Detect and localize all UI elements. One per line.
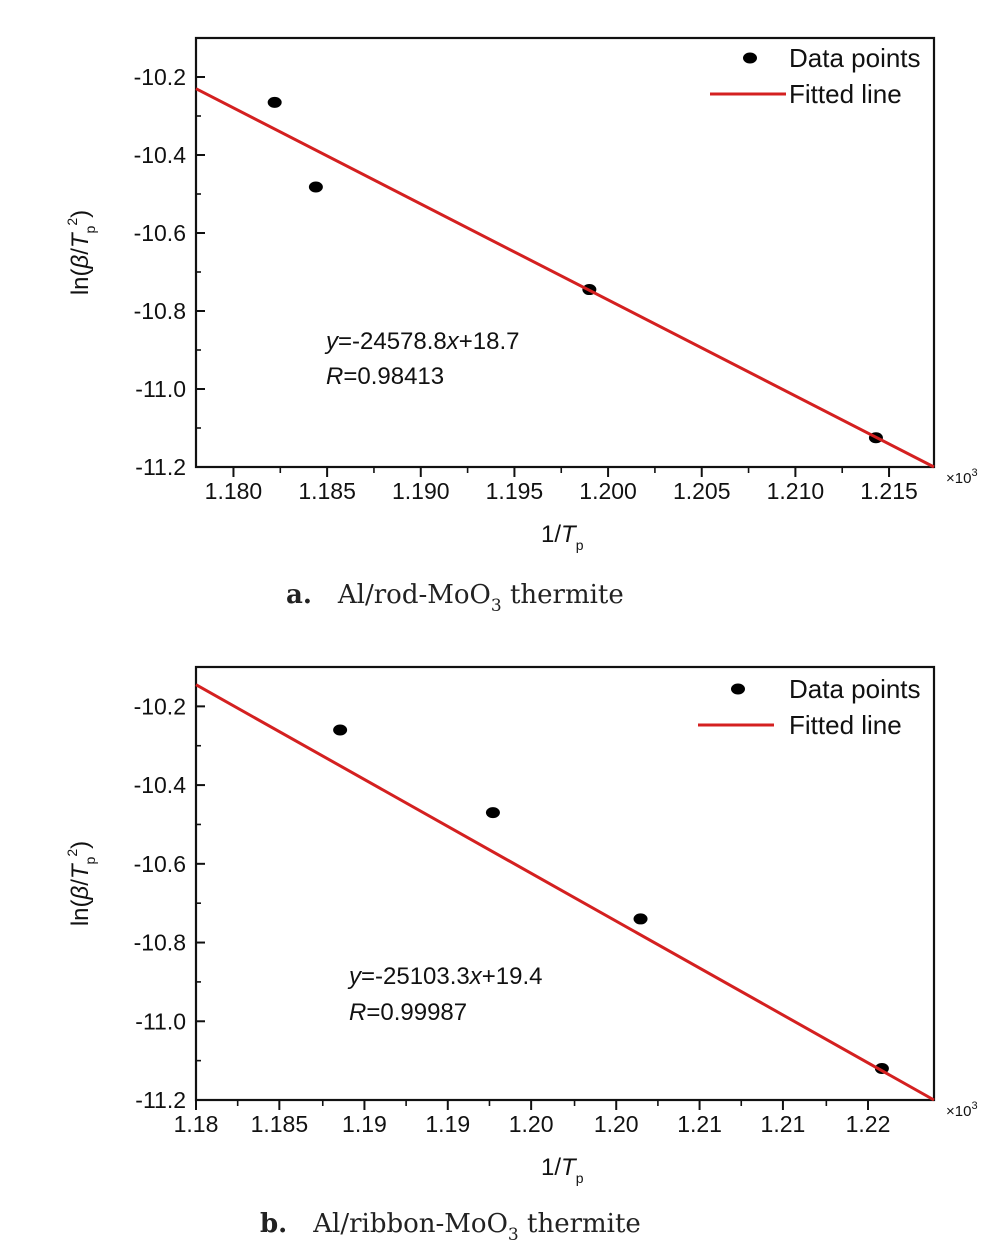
legend-marker-points [743, 52, 757, 64]
plot-frame [194, 665, 936, 1102]
x-tick-label: 1.20 [509, 1111, 554, 1137]
x-tick-label: 1.22 [846, 1111, 891, 1137]
fitted-line [195, 683, 935, 1102]
x-tick-label: 1.21 [761, 1111, 806, 1137]
x-tick-label: 1.185 [251, 1111, 309, 1137]
y-tick-label: -10.8 [134, 298, 186, 324]
y-tick-label: -10.4 [134, 142, 187, 168]
x-tick-label: 1.200 [579, 478, 637, 504]
data-point [485, 807, 500, 819]
x-tick-label: 1.21 [677, 1111, 722, 1137]
x-tick-label: 1.195 [486, 478, 544, 504]
legend-label-line: Fitted line [789, 710, 902, 740]
x-axis-title: 1/Tp [541, 521, 584, 553]
fit-equation: y=-25103.3x+19.4 [347, 963, 543, 990]
data-point [308, 181, 323, 193]
x-tick-label: 1.205 [673, 478, 731, 504]
y-tick-label: -10.4 [134, 772, 187, 798]
x-tick-label: 1.20 [594, 1111, 639, 1137]
y-tick-label: -10.6 [134, 220, 186, 246]
plot-frame [194, 36, 936, 469]
x-axis-title: 1/Tp [541, 1154, 584, 1186]
y-tick-label: -11.2 [135, 1087, 186, 1113]
panel-caption: b. Al/ribbon-MoO3 thermite [260, 1209, 641, 1245]
legend: Data points Fitted line [698, 674, 921, 740]
y-tick-label: -10.2 [134, 693, 186, 719]
legend-label-points: Data points [789, 674, 921, 704]
x-tick-label: 1.19 [342, 1111, 387, 1137]
x-multiplier: ×103 [946, 1100, 978, 1120]
y-tick-label: -10.6 [134, 851, 186, 877]
data-point [267, 96, 282, 108]
x-tick-label: 1.190 [392, 478, 450, 504]
y-axis-title: ln(β/Tp2) [64, 210, 98, 295]
legend-label-points: Data points [789, 43, 921, 73]
correlation-coefficient: R=0.99987 [349, 999, 467, 1026]
data-point [633, 913, 648, 925]
panel-caption: a. Al/rod-MoO3 thermite [286, 580, 624, 616]
x-tick-label: 1.18 [174, 1111, 219, 1137]
fit-equation: y=-24578.8x+18.7 [324, 328, 520, 355]
y-tick-label: -11.2 [135, 454, 186, 480]
fitted-line [195, 87, 935, 469]
y-tick-label: -11.0 [135, 376, 186, 402]
y-tick-label: -10.8 [134, 930, 186, 956]
legend: Data points Fitted line [710, 43, 921, 109]
y-axis-title: ln(β/Tp2) [64, 841, 98, 926]
chart-panel-b: -10.2 -10.4 -10.6 -10.8 -11.0 -11.21.18 1.185 1… [64, 665, 978, 1245]
x-tick-label: 1.215 [860, 478, 918, 504]
x-tick-label: 1.180 [205, 478, 263, 504]
x-multiplier: ×103 [946, 467, 978, 487]
x-tick-label: 1.210 [767, 478, 825, 504]
data-point [333, 724, 348, 736]
x-tick-label: 1.19 [425, 1111, 470, 1137]
y-tick-label: -11.0 [135, 1008, 186, 1034]
legend-label-line: Fitted line [789, 79, 902, 109]
legend-marker-points [731, 683, 745, 695]
correlation-coefficient: R=0.98413 [326, 363, 444, 390]
y-tick-label: -10.2 [134, 64, 186, 90]
x-tick-label: 1.185 [298, 478, 356, 504]
chart-panel-a: -10.2 -10.4 -10.6 -10.8 -11.0 -11.2 1.180 1.185… [64, 36, 978, 616]
